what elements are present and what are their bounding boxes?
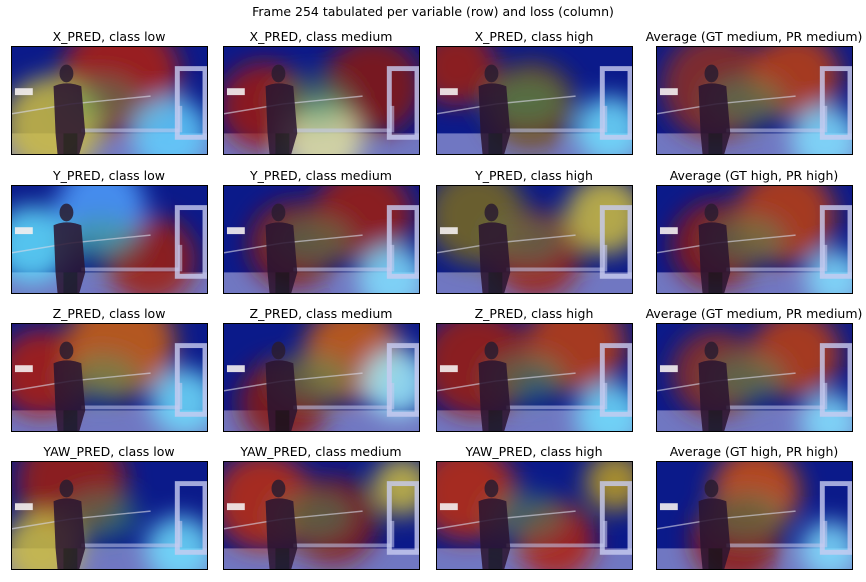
panel-title: Average (GT medium, PR medium) <box>645 306 863 321</box>
heatmap-image <box>437 47 632 154</box>
heatmap-panel <box>436 46 633 155</box>
heatmap-panel <box>656 461 853 570</box>
heatmap-image <box>12 186 207 293</box>
panel-title: X_PRED, class high <box>474 29 594 44</box>
heatmap-panel <box>436 185 633 294</box>
panel-title: Z_PRED, class medium <box>249 306 393 321</box>
panel-title: Z_PRED, class low <box>52 306 166 321</box>
heatmap-image <box>437 462 632 569</box>
panel-title: YAW_PRED, class medium <box>240 444 402 459</box>
heatmap-panel <box>223 323 420 432</box>
heatmap-image <box>437 186 632 293</box>
heatmap-image <box>12 462 207 569</box>
panel-title: Y_PRED, class low <box>53 168 165 183</box>
panel-title: Y_PRED, class high <box>475 168 593 183</box>
heatmap-image <box>657 47 852 154</box>
heatmap-image <box>12 324 207 431</box>
panel-title: YAW_PRED, class high <box>465 444 603 459</box>
heatmap-panel <box>11 46 208 155</box>
heatmap-panel <box>436 323 633 432</box>
heatmap-image <box>12 47 207 154</box>
heatmap-image <box>224 186 419 293</box>
heatmap-image <box>224 324 419 431</box>
heatmap-panel <box>436 461 633 570</box>
panel-title: Y_PRED, class medium <box>250 168 392 183</box>
heatmap-image <box>657 462 852 569</box>
panel-title: YAW_PRED, class low <box>43 444 175 459</box>
heatmap-panel <box>223 461 420 570</box>
heatmap-panel <box>223 185 420 294</box>
panel-title: Average (GT medium, PR medium) <box>645 29 863 44</box>
heatmap-panel <box>11 323 208 432</box>
panel-title: Z_PRED, class high <box>474 306 594 321</box>
heatmap-image <box>437 324 632 431</box>
heatmap-panel <box>11 185 208 294</box>
panel-title: X_PRED, class medium <box>249 29 393 44</box>
panel-title: Average (GT high, PR high) <box>669 444 839 459</box>
heatmap-image <box>657 324 852 431</box>
panel-title: Average (GT high, PR high) <box>669 168 839 183</box>
figure-title: Frame 254 tabulated per variable (row) a… <box>252 4 614 19</box>
heatmap-image <box>657 186 852 293</box>
heatmap-panel <box>656 323 853 432</box>
heatmap-image <box>224 462 419 569</box>
heatmap-panel <box>223 46 420 155</box>
heatmap-panel <box>656 185 853 294</box>
heatmap-image <box>224 47 419 154</box>
heatmap-panel <box>656 46 853 155</box>
heatmap-panel <box>11 461 208 570</box>
panel-title: X_PRED, class low <box>52 29 166 44</box>
